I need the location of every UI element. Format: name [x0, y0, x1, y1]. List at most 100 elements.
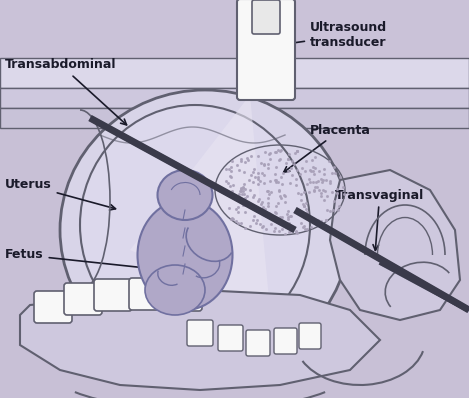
Point	[232, 206, 240, 213]
Point	[284, 221, 292, 227]
Point	[272, 148, 279, 155]
Point	[288, 157, 296, 164]
Point	[276, 156, 284, 162]
Point	[297, 190, 305, 197]
Point	[242, 158, 249, 165]
Point	[242, 186, 249, 192]
Point	[290, 225, 298, 232]
Point	[237, 187, 245, 194]
Point	[244, 157, 251, 163]
Point	[267, 220, 274, 227]
Point	[229, 188, 236, 195]
Point	[312, 179, 320, 185]
Point	[309, 156, 316, 163]
Point	[251, 174, 258, 181]
Point	[249, 179, 257, 185]
Point	[237, 158, 245, 164]
Point	[277, 193, 284, 199]
Text: Placenta: Placenta	[284, 123, 371, 172]
Point	[258, 224, 266, 230]
FancyBboxPatch shape	[299, 323, 321, 349]
Point	[272, 177, 280, 183]
Point	[264, 188, 272, 194]
Text: Uterus: Uterus	[5, 178, 115, 210]
Point	[333, 190, 340, 196]
Point	[239, 184, 246, 190]
Point	[299, 164, 306, 171]
Point	[323, 217, 330, 223]
Point	[277, 195, 284, 202]
Point	[318, 189, 325, 196]
Point	[225, 205, 233, 211]
Point	[329, 207, 337, 213]
Point	[297, 196, 304, 203]
Point	[286, 228, 293, 235]
FancyBboxPatch shape	[237, 0, 295, 100]
Point	[321, 171, 328, 177]
Point	[265, 151, 272, 158]
Point	[328, 189, 335, 195]
Point	[266, 150, 273, 156]
Point	[262, 149, 269, 156]
Point	[232, 218, 240, 224]
Point	[326, 180, 334, 187]
Point	[276, 213, 284, 220]
Point	[301, 168, 309, 174]
Point	[287, 213, 295, 219]
FancyBboxPatch shape	[34, 291, 72, 323]
Point	[259, 223, 267, 229]
Point	[340, 191, 348, 197]
Point	[256, 208, 263, 214]
Point	[272, 210, 280, 216]
Point	[270, 228, 277, 234]
Point	[264, 188, 271, 195]
Point	[248, 202, 256, 208]
Point	[312, 184, 319, 190]
Point	[323, 207, 330, 213]
Point	[238, 185, 245, 191]
Point	[308, 218, 315, 224]
Point	[315, 222, 322, 228]
Point	[323, 193, 331, 199]
Point	[250, 169, 257, 175]
Point	[285, 220, 292, 226]
Point	[315, 178, 322, 184]
Point	[254, 174, 262, 180]
Point	[292, 229, 300, 235]
Point	[278, 181, 286, 187]
Point	[258, 170, 266, 177]
Point	[265, 164, 272, 171]
Point	[336, 174, 343, 180]
Point	[302, 200, 310, 207]
Point	[275, 156, 283, 163]
Point	[307, 167, 315, 174]
Point	[239, 191, 246, 197]
Point	[275, 199, 282, 206]
Point	[261, 180, 268, 186]
Point	[275, 187, 282, 193]
Point	[322, 177, 330, 183]
Point	[314, 217, 321, 224]
Point	[257, 201, 265, 207]
Point	[279, 214, 286, 220]
Point	[222, 166, 230, 172]
Point	[326, 178, 333, 184]
Point	[305, 189, 312, 195]
Point	[317, 193, 325, 199]
Point	[226, 183, 234, 189]
Point	[316, 168, 323, 174]
Ellipse shape	[80, 105, 310, 345]
Point	[249, 217, 257, 223]
Point	[291, 149, 298, 156]
Point	[257, 160, 265, 166]
Point	[297, 170, 304, 177]
Point	[319, 177, 326, 183]
Point	[305, 176, 312, 182]
Point	[249, 194, 257, 201]
Point	[330, 164, 338, 170]
Point	[309, 168, 317, 174]
Point	[300, 223, 308, 229]
Point	[228, 157, 236, 164]
Point	[299, 200, 307, 207]
Point	[241, 202, 249, 208]
